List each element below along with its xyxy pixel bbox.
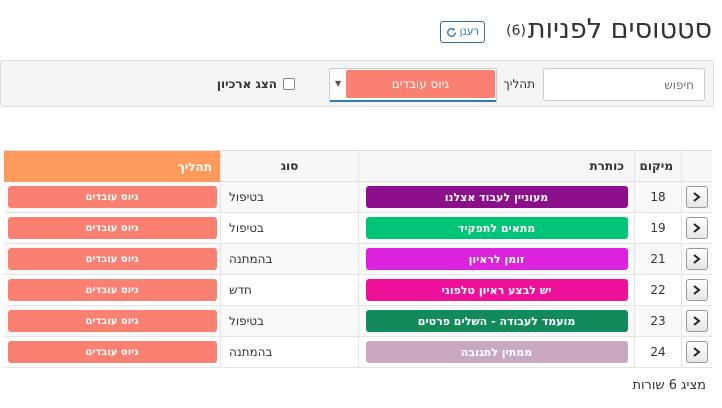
status-type: חדש: [229, 283, 252, 297]
expand-row-button[interactable]: [686, 217, 708, 239]
status-type: בטיפול: [229, 190, 264, 204]
type-cell: בטיפול: [220, 213, 358, 243]
process-pill: גיוס עובדים: [7, 186, 217, 208]
title-cell: מועמד לעבודה - השלים פרטים: [358, 306, 634, 336]
expand-row-button[interactable]: [686, 248, 708, 270]
page-header: סטטוסים לפניות (6) רענן: [10, 12, 712, 52]
position-cell: 21: [634, 244, 682, 274]
column-header-process[interactable]: תהליך: [4, 151, 220, 182]
show-archive-label: הצג ארכיון: [216, 77, 277, 91]
expand-cell: [682, 213, 712, 243]
chevron-right-icon: [693, 285, 701, 295]
chevron-down-icon[interactable]: ▼: [335, 79, 342, 88]
refresh-icon: [446, 27, 456, 37]
process-filter-label: תהליך: [503, 77, 535, 91]
column-header-title[interactable]: כותרת: [358, 151, 634, 181]
table-row[interactable]: 22 יש לבצע ראיון טלפוני חדש גיוס עובדים: [4, 275, 712, 306]
process-cell: גיוס עובדים: [4, 182, 220, 212]
expand-cell: [682, 244, 712, 274]
status-type: בהמתנה: [229, 345, 273, 359]
position-value: 23: [650, 314, 666, 328]
show-archive-toggle[interactable]: הצג ארכיון: [217, 77, 295, 91]
process-pill: גיוס עובדים: [7, 248, 217, 270]
status-type: בטיפול: [229, 314, 264, 328]
process-select[interactable]: גיוס עובדים ▼: [329, 68, 497, 102]
refresh-button[interactable]: רענן: [439, 21, 485, 43]
rows-count: מציג 6 שורות: [632, 378, 706, 393]
process-cell: גיוס עובדים: [4, 275, 220, 305]
expand-row-button[interactable]: [686, 341, 708, 363]
position-value: 19: [650, 221, 666, 235]
status-title-pill[interactable]: ממתין לתגובה: [365, 341, 628, 363]
table-row[interactable]: 23 מועמד לעבודה - השלים פרטים בטיפול גיוס ע…: [4, 306, 712, 337]
statuses-table: מיקום כותרת סוג תהליך 18 מעוניין לעבוד אצ…: [4, 150, 712, 368]
expand-cell: [682, 182, 712, 212]
status-title-pill[interactable]: זומן לראיון: [365, 248, 628, 270]
expand-row-button[interactable]: [686, 279, 708, 301]
status-type: בהמתנה: [229, 252, 273, 266]
position-cell: 24: [634, 337, 682, 367]
expand-row-button[interactable]: [686, 310, 708, 332]
type-cell: בטיפול: [220, 182, 358, 212]
table-row[interactable]: 19 מתאים לתפקיד בטיפול גיוס עובדים: [4, 213, 712, 244]
position-cell: 23: [634, 306, 682, 336]
status-title-pill[interactable]: יש לבצע ראיון טלפוני: [365, 279, 628, 301]
title-cell: מתאים לתפקיד: [358, 213, 634, 243]
position-cell: 18: [634, 182, 682, 212]
chevron-right-icon: [693, 316, 701, 326]
chevron-right-icon: [693, 192, 701, 202]
process-selected-tag[interactable]: גיוס עובדים: [346, 70, 495, 98]
expand-row-button[interactable]: [686, 186, 708, 208]
process-pill: גיוס עובדים: [7, 279, 217, 301]
chevron-right-icon: [693, 254, 701, 264]
table-row[interactable]: 21 זומן לראיון בהמתנה גיוס עובדים: [4, 244, 712, 275]
position-value: 22: [650, 283, 666, 297]
status-title-pill[interactable]: מעוניין לעבוד אצלנו: [365, 186, 628, 208]
table-row[interactable]: 24 ממתין לתגובה בהמתנה גיוס עובדים: [4, 337, 712, 368]
position-cell: 22: [634, 275, 682, 305]
refresh-label: רענן: [459, 26, 479, 38]
position-value: 18: [650, 190, 666, 204]
position-value: 21: [650, 252, 666, 266]
title-cell: ממתין לתגובה: [358, 337, 634, 367]
expand-cell: [682, 337, 712, 367]
chevron-right-icon: [693, 223, 701, 233]
expand-cell: [682, 275, 712, 305]
position-cell: 19: [634, 213, 682, 243]
process-cell: גיוס עובדים: [4, 337, 220, 367]
status-title-pill[interactable]: מועמד לעבודה - השלים פרטים: [365, 310, 628, 332]
page-title: סטטוסים לפניות: [527, 14, 712, 45]
search-input[interactable]: [543, 68, 705, 101]
type-cell: בהמתנה: [220, 337, 358, 367]
column-header-type[interactable]: סוג: [220, 151, 358, 181]
process-pill: גיוס עובדים: [7, 217, 217, 239]
table-header-row: מיקום כותרת סוג תהליך: [4, 151, 712, 182]
process-cell: גיוס עובדים: [4, 244, 220, 274]
table-row[interactable]: 18 מעוניין לעבוד אצלנו בטיפול גיוס עובדים: [4, 182, 712, 213]
process-cell: גיוס עובדים: [4, 213, 220, 243]
chevron-right-icon: [693, 347, 701, 357]
process-cell: גיוס עובדים: [4, 306, 220, 336]
position-value: 24: [650, 345, 666, 359]
type-cell: בטיפול: [220, 306, 358, 336]
show-archive-checkbox[interactable]: [283, 78, 295, 90]
type-cell: בהמתנה: [220, 244, 358, 274]
type-cell: חדש: [220, 275, 358, 305]
title-cell: מעוניין לעבוד אצלנו: [358, 182, 634, 212]
filter-bar: תהליך גיוס עובדים ▼ הצג ארכיון: [0, 60, 714, 107]
expand-column-header: [682, 151, 712, 181]
process-pill: גיוס עובדים: [7, 341, 217, 363]
expand-cell: [682, 306, 712, 336]
column-header-position[interactable]: מיקום: [634, 151, 682, 181]
status-count: (6): [506, 23, 526, 39]
status-type: בטיפול: [229, 221, 264, 235]
title-cell: זומן לראיון: [358, 244, 634, 274]
title-cell: יש לבצע ראיון טלפוני: [358, 275, 634, 305]
process-pill: גיוס עובדים: [7, 310, 217, 332]
status-title-pill[interactable]: מתאים לתפקיד: [365, 217, 628, 239]
